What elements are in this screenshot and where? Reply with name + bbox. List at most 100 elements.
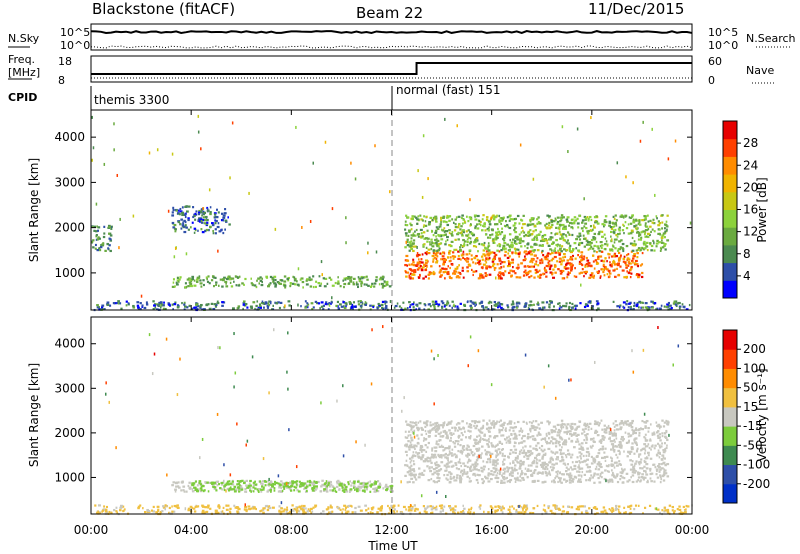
scatter-cell (605, 511, 608, 514)
scatter-cell (109, 304, 112, 307)
scatter-cell (174, 228, 177, 231)
scatter-cell (507, 439, 509, 442)
scatter-cell (417, 267, 421, 270)
scatter-cell (568, 224, 571, 227)
scatter-cell (502, 481, 506, 484)
scatter-cell (663, 468, 666, 471)
scatter-cell (434, 446, 438, 449)
scatter-cell (604, 221, 608, 224)
scatter-cell (599, 474, 602, 478)
scatter-cell (520, 262, 523, 265)
scatter-cell (267, 480, 270, 483)
scatter-cell (496, 236, 499, 240)
scatter-cell (450, 240, 454, 243)
scatter-cell (503, 462, 506, 466)
scatter-cell (489, 458, 492, 461)
scatter-cell (431, 245, 435, 248)
scatter-cell (595, 455, 599, 458)
scatter-cell (643, 443, 647, 446)
scatter-cell (248, 191, 250, 195)
scatter-cell (659, 439, 662, 442)
scatter-cell (500, 306, 503, 310)
scatter-cell (508, 245, 511, 248)
scatter-cell (454, 505, 457, 508)
scatter-cell (468, 216, 471, 219)
scatter-cell (612, 222, 615, 225)
scatter-cell (603, 456, 606, 459)
scatter-cell (308, 278, 312, 282)
scatter-cell (327, 308, 330, 311)
scatter-cell (598, 464, 601, 467)
scatter-cell (451, 263, 454, 266)
scatter-cell (366, 278, 369, 281)
scatter-cell (540, 448, 543, 451)
scatter-cell (423, 215, 426, 218)
scatter-cell (604, 237, 607, 240)
scatter-cell (568, 481, 572, 484)
scatter-cell (653, 447, 656, 450)
scatter-cell (590, 238, 594, 242)
scatter-cell (570, 267, 573, 271)
scatter-cell (524, 302, 528, 305)
scatter-cell (338, 303, 342, 306)
scatter-cell (491, 452, 494, 456)
scatter-cell (436, 255, 439, 258)
scatter-cell (606, 243, 609, 246)
scatter-cell (412, 245, 415, 248)
scatter-cell (561, 235, 564, 238)
scatter-cell (547, 252, 550, 255)
scatter-cell (143, 306, 147, 310)
scatter-cell (533, 243, 536, 246)
scatter-cell (512, 469, 516, 472)
scatter-cell (576, 235, 579, 238)
scatter-cell (654, 466, 657, 469)
scatter-cell (478, 302, 482, 305)
scatter-cell (587, 425, 590, 429)
scatter-cell (520, 506, 522, 509)
scatter-cell (264, 301, 268, 304)
scatter-cell (436, 443, 440, 446)
scatter-cell (658, 463, 661, 466)
scatter-cell (442, 263, 446, 266)
scatter-cell (408, 249, 411, 252)
scatter-cell (217, 504, 220, 507)
scatter-cell (478, 242, 481, 246)
scatter-cell (183, 301, 186, 304)
scatter-cell (659, 475, 662, 479)
scatter-cell (410, 477, 414, 480)
scatter-cell (443, 304, 447, 307)
scatter-cell (559, 237, 562, 240)
scatter-cell (444, 456, 448, 459)
scatter-cell (481, 229, 484, 232)
scatter-cell (522, 451, 526, 454)
scatter-cell (105, 508, 108, 511)
scatter-cell (419, 264, 422, 268)
scatter-cell (392, 509, 396, 513)
scatter-cell (350, 505, 353, 508)
scatter-cell (463, 244, 466, 247)
scatter-cell (195, 280, 199, 283)
scatter-cell (573, 216, 577, 219)
scatter-cell (433, 272, 436, 275)
scatter-cell (597, 461, 601, 464)
scatter-cell (552, 437, 556, 440)
scatter-cell (619, 248, 622, 251)
scatter-cell (415, 445, 418, 448)
scatter-cell (515, 252, 518, 255)
scatter-cell (514, 464, 517, 467)
scatter-cell (596, 222, 600, 225)
scatter-cell (175, 281, 178, 284)
scatter-cell (371, 282, 374, 285)
scatter-cell (360, 275, 363, 279)
scatter-cell (446, 436, 450, 439)
scatter-cell (215, 219, 218, 223)
scatter-cell (578, 232, 582, 235)
scatter-cell (641, 251, 644, 255)
scatter-cell (257, 306, 260, 309)
scatter-cell (275, 302, 279, 305)
scatter-cell (494, 511, 497, 514)
scatter-cell (213, 487, 217, 490)
scatter-cell (595, 220, 599, 223)
scatter-cell (413, 470, 416, 473)
scatter-cell (203, 222, 207, 225)
